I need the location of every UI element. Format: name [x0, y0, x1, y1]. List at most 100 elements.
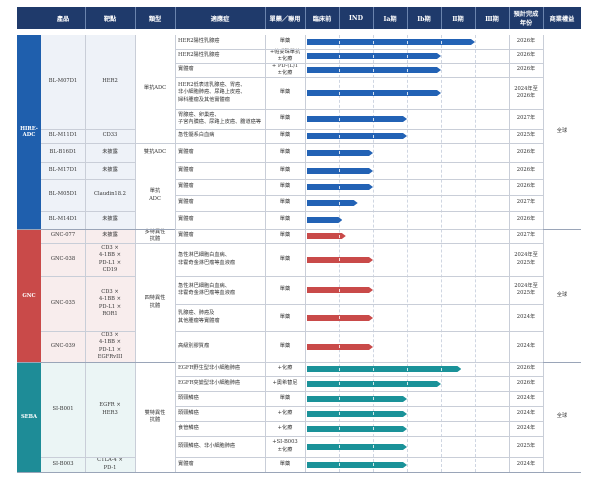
header-ind: IND — [339, 7, 373, 29]
indication: 實體瘤 — [178, 148, 194, 155]
header-target: 靶點 — [85, 7, 135, 29]
indication: 頭頸鱗癌 — [178, 394, 199, 401]
target: CD33 — [102, 132, 118, 139]
regimen: 單藥 — [279, 232, 291, 239]
type: 四特異性 抗體 — [144, 295, 166, 309]
progress-bar — [307, 149, 373, 156]
regimen: +帕妥珠單抗 ±化療 — [269, 48, 301, 62]
indication: 實體瘤 — [178, 232, 194, 239]
completion-year: 2026年 — [516, 216, 536, 223]
target: 未披露 — [102, 148, 118, 155]
completion-year: 2027年 — [516, 232, 536, 239]
completion-year: 2027年 — [516, 199, 536, 206]
indication: 急性髓系白血病 — [178, 132, 215, 139]
header-completion: 預計完成年份 — [509, 7, 543, 29]
progress-bar — [307, 425, 407, 432]
regimen: +化療 — [277, 365, 293, 372]
indication: HER2低表達乳腺癌、胃癌、 非小細胞肺癌、尿路上皮癌、 婦科腫瘤及其他實體瘤 — [178, 82, 246, 103]
product-name: BL-B16D1 — [49, 148, 77, 155]
progress-bar — [307, 67, 441, 73]
regimen: 單藥 — [279, 183, 291, 190]
completion-year: 2025年 — [516, 442, 536, 449]
regimen: 單藥 — [279, 115, 291, 122]
completion-year: 2026年 — [516, 38, 536, 45]
product-name: SI-B001 — [52, 405, 74, 412]
progress-bar — [307, 380, 441, 387]
type: 單抗ADC — [143, 85, 167, 92]
regimen: 單藥 — [279, 148, 291, 155]
completion-year: 2026年 — [516, 66, 536, 73]
rights: 全球 — [556, 291, 568, 298]
header-preclinical: 臨床前 — [305, 7, 339, 29]
product-name: BL-M11D1 — [48, 132, 78, 139]
completion-year: 2026年 — [516, 183, 536, 190]
header-phase1a: Ⅰa期 — [373, 7, 407, 29]
product-name: GNC-077 — [50, 232, 76, 239]
product-name: GNC-035 — [50, 299, 76, 306]
completion-year: 2026年 — [516, 166, 536, 173]
regimen: 單藥 — [279, 199, 291, 206]
indication: HER2陽性乳腺癌 — [178, 38, 220, 45]
product-name: SI-B003 — [52, 460, 74, 467]
regimen: 單藥 — [279, 38, 291, 45]
product-name: GNC-039 — [50, 342, 76, 349]
target: CD3 × 4-1BB × PD-L1 × ROR1 — [98, 289, 122, 317]
indication: 實體瘤 — [178, 199, 194, 206]
progress-bar — [307, 167, 373, 174]
progress-bar — [307, 366, 462, 372]
product-name: BL-M05D1 — [48, 191, 78, 198]
progress-bar — [307, 133, 407, 139]
rights: 全球 — [556, 128, 568, 135]
regimen: 單藥 — [279, 255, 291, 262]
header-regimen: 單藥／聯用 — [265, 7, 305, 29]
progress-bar — [307, 343, 373, 350]
completion-year: 2024年 — [516, 342, 536, 349]
target: 未披露 — [102, 216, 118, 223]
target: EGFR × HER3 — [99, 402, 121, 416]
header-phase2: Ⅱ期 — [441, 7, 475, 29]
indication: 頭頸鱗癌、非小細胞肺癌 — [178, 442, 236, 449]
progress-bar — [307, 287, 373, 293]
completion-year: 2026年 — [516, 365, 536, 372]
regimen: 單藥 — [279, 313, 291, 320]
indication: EGFR野生型非小細胞肺癌 — [178, 365, 241, 372]
progress-bar — [307, 314, 373, 321]
indication: 高級別膠質瘤 — [178, 342, 210, 349]
progress-bar — [307, 39, 475, 45]
product-name: BL-M14D1 — [48, 216, 78, 223]
completion-year: 2026年 — [516, 148, 536, 155]
regimen: 單藥 — [279, 394, 291, 401]
rights: 全球 — [556, 413, 568, 420]
indication: 實體瘤 — [178, 460, 194, 467]
completion-year: 2024年至 2025年 — [514, 252, 538, 266]
header-product: 產品 — [41, 7, 85, 29]
progress-bar — [307, 53, 441, 59]
completion-year: 2024年 — [516, 424, 536, 431]
target: 未披露 — [102, 166, 118, 173]
completion-year: 2027年 — [516, 115, 536, 122]
header-phase3: Ⅲ期 — [475, 7, 509, 29]
progress-bar — [307, 184, 373, 190]
target: 未披露 — [102, 232, 118, 239]
target: CTLA-4 × PD-1 — [97, 457, 123, 471]
header-rights: 商業權益 — [543, 7, 581, 29]
header-phase1b: Ⅰb期 — [407, 7, 441, 29]
progress-bar — [307, 200, 358, 206]
target: HER2 — [102, 78, 118, 85]
indication: 實體瘤 — [178, 166, 194, 173]
completion-year: 2024年 — [516, 409, 536, 416]
completion-year: 2026年 — [516, 379, 536, 386]
indication: HER2陽性乳腺癌 — [178, 52, 220, 59]
type: 單抗 ADC — [149, 188, 161, 202]
progress-bar — [307, 256, 373, 263]
product-name: BL-M07D1 — [48, 78, 78, 85]
indication: 食管鱗癌 — [178, 424, 199, 431]
header-type: 類型 — [135, 7, 175, 29]
regimen: 單藥 — [279, 286, 291, 293]
target: CD3 × 4-1BB × PD-L1 × CD19 — [98, 245, 122, 273]
progress-bar — [307, 410, 407, 417]
group-gnc: GNC — [17, 229, 41, 362]
regimen: 單藥 — [279, 460, 291, 467]
regimen: 單藥 — [279, 216, 291, 223]
completion-year: 2025年 — [516, 132, 536, 139]
